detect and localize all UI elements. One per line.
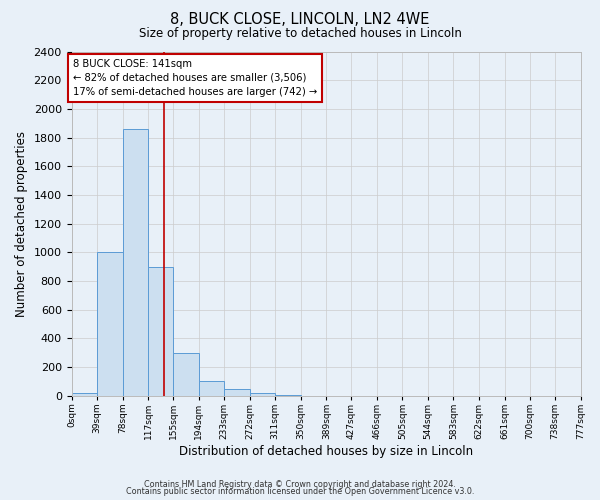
Bar — [97, 252, 122, 396]
Bar — [250, 393, 275, 396]
Bar — [224, 389, 250, 396]
Text: 8 BUCK CLOSE: 141sqm
← 82% of detached houses are smaller (3,506)
17% of semi-de: 8 BUCK CLOSE: 141sqm ← 82% of detached h… — [73, 58, 317, 96]
Y-axis label: Number of detached properties: Number of detached properties — [15, 130, 28, 316]
Text: 8, BUCK CLOSE, LINCOLN, LN2 4WE: 8, BUCK CLOSE, LINCOLN, LN2 4WE — [170, 12, 430, 28]
Bar — [275, 395, 301, 396]
Bar — [71, 393, 97, 396]
X-axis label: Distribution of detached houses by size in Lincoln: Distribution of detached houses by size … — [179, 444, 473, 458]
Bar — [173, 352, 199, 396]
Text: Contains public sector information licensed under the Open Government Licence v3: Contains public sector information licen… — [126, 487, 474, 496]
Text: Contains HM Land Registry data © Crown copyright and database right 2024.: Contains HM Land Registry data © Crown c… — [144, 480, 456, 489]
Bar — [122, 129, 148, 396]
Text: Size of property relative to detached houses in Lincoln: Size of property relative to detached ho… — [139, 28, 461, 40]
Bar — [199, 382, 224, 396]
Bar — [148, 266, 173, 396]
